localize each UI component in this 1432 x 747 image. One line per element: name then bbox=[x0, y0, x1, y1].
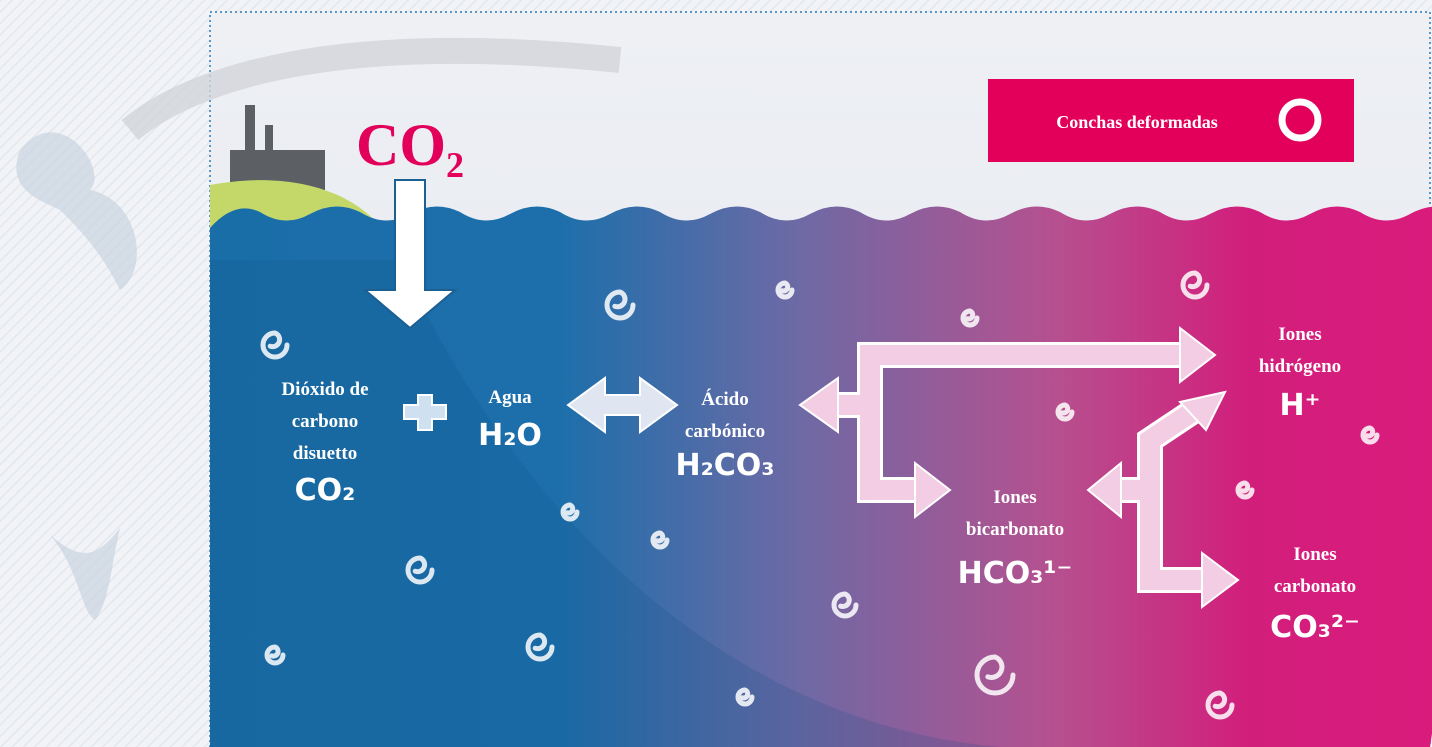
shell bbox=[650, 530, 670, 550]
node-label: disuetto bbox=[293, 443, 357, 464]
shell bbox=[260, 330, 290, 360]
node-label: hidrógeno bbox=[1259, 356, 1341, 377]
shell bbox=[1360, 425, 1380, 445]
smoke bbox=[121, 37, 622, 141]
shell bbox=[1055, 402, 1075, 422]
node-formula: H₂CO₃ bbox=[676, 448, 775, 483]
shell bbox=[1180, 270, 1210, 300]
badge bbox=[988, 79, 1354, 162]
node-label: Agua bbox=[488, 387, 532, 408]
shell bbox=[735, 687, 755, 707]
shell bbox=[831, 591, 859, 619]
node-label: carbonato bbox=[1274, 576, 1356, 597]
node-formula: H⁺ bbox=[1280, 388, 1321, 423]
node-formula: H₂O bbox=[478, 418, 542, 453]
labels: Dióxido de carbono disuetto CO₂ Agua H₂O Ácido… bbox=[281, 324, 1359, 645]
shell bbox=[1205, 690, 1235, 720]
shell bbox=[604, 289, 636, 321]
node-formula: HCO₃¹⁻ bbox=[958, 556, 1073, 591]
node-label: bicarbonato bbox=[966, 519, 1064, 540]
node-label: Iones bbox=[993, 487, 1036, 508]
shell bbox=[960, 308, 980, 328]
water bbox=[210, 206, 1432, 747]
reaction-arrows bbox=[798, 325, 1240, 609]
badge-icon bbox=[1278, 98, 1322, 142]
node-label: Iones bbox=[1293, 544, 1336, 565]
node-label: carbono bbox=[292, 411, 359, 432]
shell bbox=[405, 555, 435, 585]
plus bbox=[403, 394, 447, 431]
badge-text: Conchas deformadas bbox=[1056, 112, 1218, 132]
node-label: carbónico bbox=[685, 421, 765, 442]
node-label: Ácido bbox=[701, 388, 749, 410]
node-label: Iones bbox=[1278, 324, 1321, 345]
emission-label: CO₂ bbox=[356, 112, 464, 178]
pteropods bbox=[16, 132, 137, 620]
shells bbox=[260, 270, 1380, 720]
depth-shade bbox=[210, 260, 1000, 747]
down-arrow bbox=[362, 179, 458, 330]
node-label: Dióxido de bbox=[281, 379, 368, 400]
shell bbox=[1235, 480, 1255, 500]
equilibrium-arrow bbox=[566, 376, 679, 434]
shell bbox=[264, 644, 286, 666]
node-formula: CO₃²⁻ bbox=[1270, 610, 1360, 645]
shell bbox=[775, 280, 795, 300]
shell bbox=[525, 632, 555, 662]
shell bbox=[560, 502, 580, 522]
shell bbox=[974, 654, 1016, 696]
node-formula: CO₂ bbox=[295, 473, 356, 508]
